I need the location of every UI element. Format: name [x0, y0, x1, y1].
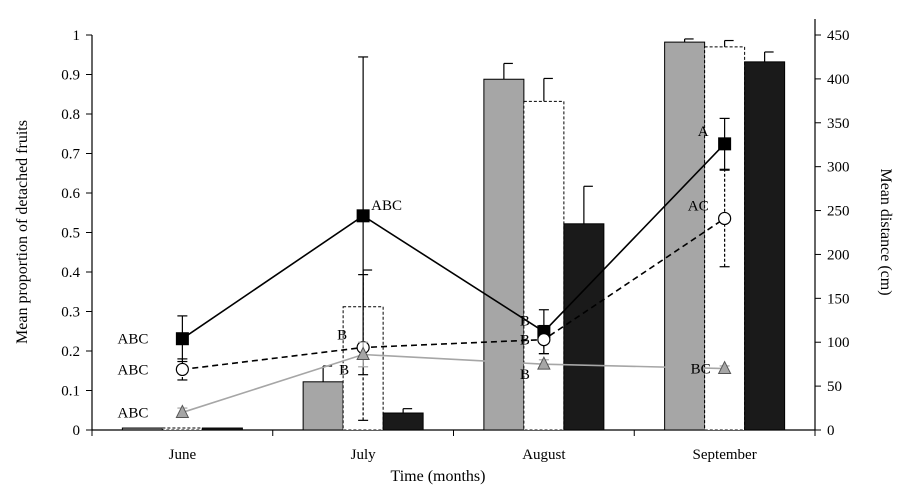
data-point-square: [718, 137, 732, 151]
data-annotation: B: [520, 333, 530, 349]
data-point-circle: [718, 211, 732, 226]
y-tick-label: 0.4: [61, 265, 80, 281]
data-annotation: B: [520, 314, 530, 330]
y2-axis-label: Mean distance (cm): [877, 168, 894, 295]
data-annotation: AC: [688, 198, 709, 214]
data-point-circle: [175, 362, 189, 377]
y2-tick-label: 0: [827, 423, 835, 439]
y-tick-label: 0.6: [61, 186, 80, 202]
y-tick-label: 0.5: [61, 226, 80, 242]
bar: [523, 100, 565, 431]
data-annotation: ABC: [118, 405, 149, 421]
data-point-triangle: [356, 346, 370, 361]
bar: [483, 78, 525, 431]
bar: [121, 427, 163, 431]
data-annotation: B: [339, 363, 349, 379]
bar: [744, 61, 786, 431]
data-point-square: [356, 209, 370, 223]
y2-tick-label: 300: [827, 160, 850, 176]
y-tick-label: 0.1: [61, 384, 80, 400]
data-point-circle: [537, 332, 551, 347]
bar: [302, 381, 344, 431]
data-annotation: A: [698, 124, 709, 140]
y2-tick-label: 200: [827, 247, 850, 263]
x-tick-label: July: [351, 447, 377, 463]
y2-tick-label: 50: [827, 379, 842, 395]
data-point-triangle: [717, 360, 732, 375]
y2-tick-label: 400: [827, 72, 850, 88]
y-tick-label: 1: [73, 28, 81, 44]
data-annotation: B: [337, 327, 347, 343]
y-axis-label: Mean proportion of detached fruits: [14, 120, 31, 344]
data-annotation: ABC: [118, 332, 149, 348]
data-annotation: BC: [691, 362, 711, 378]
data-annotation: ABC: [118, 362, 149, 378]
data-point-triangle: [175, 404, 190, 418]
data-point-triangle: [537, 356, 551, 370]
labels-layer: Time (months) Mean proportion of detache…: [14, 120, 894, 485]
y2-tick-label: 100: [827, 335, 850, 351]
x-tick-label: June: [169, 447, 197, 463]
axes-layer: 0 0.1 0.2 0.3 0.4 0.5 0.6 0.7 0.8 0.9 1 0 50 100 150 20…: [61, 19, 850, 463]
bar: [563, 223, 605, 431]
y2-tick-label: 350: [827, 116, 850, 132]
y-tick-label: 0.3: [61, 305, 80, 321]
x-tick-label: August: [522, 447, 566, 463]
y2-tick-label: 250: [827, 204, 850, 220]
data-annotation: B: [520, 367, 530, 383]
bars-layer: [121, 38, 786, 431]
bar: [382, 412, 424, 431]
x-axis-label: Time (months): [391, 468, 486, 485]
series-line: [182, 353, 725, 414]
y-tick-label: 0.2: [61, 344, 80, 360]
series-line: [181, 143, 726, 340]
y-tick-label: 0.7: [61, 147, 80, 163]
bar: [201, 427, 243, 431]
y-tick-label: 0: [73, 423, 81, 439]
data-annotation: ABC: [371, 198, 402, 214]
data-point-square: [175, 332, 189, 346]
y2-tick-label: 150: [827, 291, 850, 307]
x-tick-label: September: [693, 447, 757, 463]
y2-tick-label: 450: [827, 28, 850, 44]
y-tick-label: 0.8: [61, 107, 80, 123]
bar: [161, 427, 203, 431]
y-tick-label: 0.9: [61, 68, 80, 84]
series-line: [182, 217, 726, 371]
